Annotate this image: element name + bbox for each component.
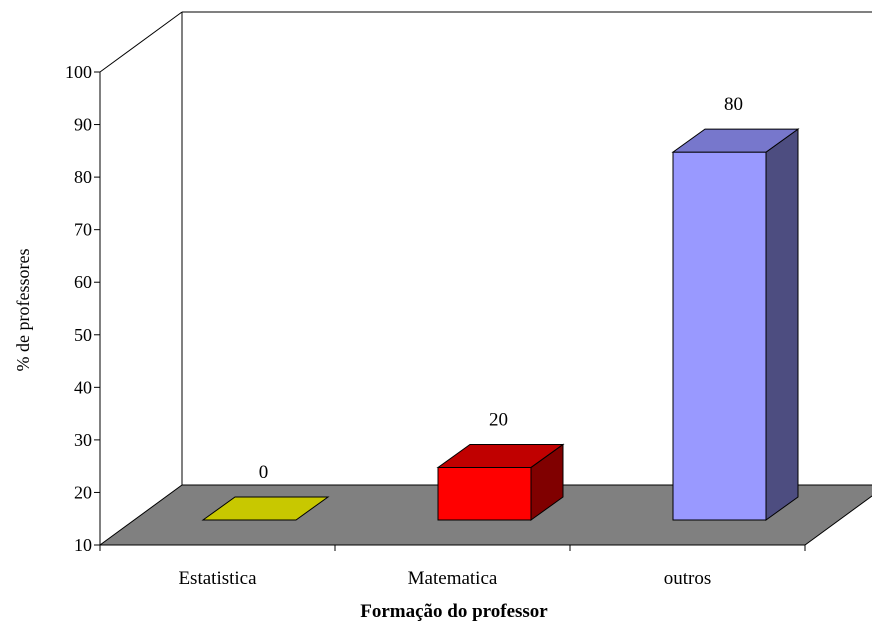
bar-front [437, 466, 532, 521]
x-axis-title: Formação do professor [360, 601, 548, 622]
y-tick-label: 50 [74, 325, 92, 345]
y-tick-label: 80 [74, 167, 92, 187]
bar-matematica [436, 443, 565, 521]
y-tick-label: 20 [74, 482, 92, 502]
y-tick-label: 70 [74, 220, 92, 240]
bar-side [765, 128, 799, 521]
bar-front [672, 151, 767, 521]
y-tick-label: 90 [74, 115, 92, 135]
category-label: outros [664, 568, 712, 589]
bar-outros [671, 128, 800, 521]
y-axis-title: % de professores [13, 249, 33, 372]
y-tick-label: 40 [74, 377, 92, 397]
bar-top [201, 496, 330, 521]
back-wall [99, 11, 872, 485]
category-label: Estatistica [178, 568, 257, 589]
bar-top [436, 443, 565, 468]
bar-top [671, 128, 800, 153]
data-label: 80 [724, 94, 743, 115]
y-tick-label: 10 [74, 535, 92, 555]
category-label: Matematica [408, 568, 498, 589]
y-tick-label: 30 [74, 430, 92, 450]
bar-estatistica [201, 496, 330, 521]
data-label: 0 [259, 462, 269, 483]
y-tick-label: 60 [74, 272, 92, 292]
data-label: 20 [489, 409, 508, 430]
y-tick-label: 100 [65, 62, 92, 82]
